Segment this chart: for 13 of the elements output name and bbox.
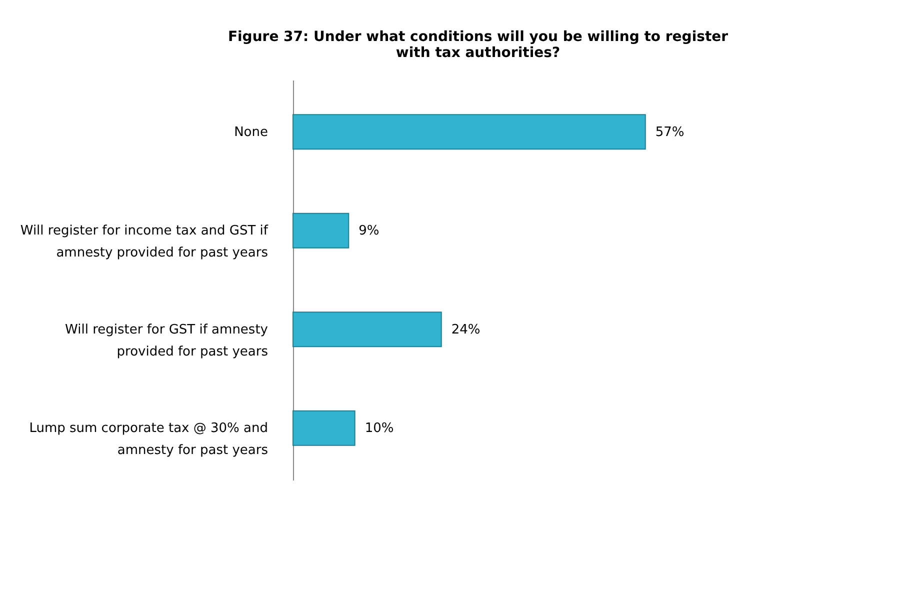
data-label: 57% — [655, 124, 684, 140]
bar — [292, 114, 646, 150]
chart-title: Figure 37: Under what conditions will you be willing to register with tax authorities? — [228, 29, 728, 61]
y-tick-label: Lump sum corporate tax @ 30% and amnesty for past years — [29, 421, 268, 458]
bar — [292, 410, 356, 446]
bar — [292, 312, 442, 348]
y-tick-label: Will register for GST if amnesty provided for past years — [65, 322, 268, 360]
y-tick-label: None — [234, 124, 268, 140]
data-label: 24% — [451, 322, 480, 338]
data-label: 10% — [364, 421, 394, 436]
y-tick-label: Will register for income tax and GST if amnesty provided for past years — [20, 224, 268, 261]
data-label: 9% — [358, 224, 380, 239]
bar — [292, 212, 350, 248]
